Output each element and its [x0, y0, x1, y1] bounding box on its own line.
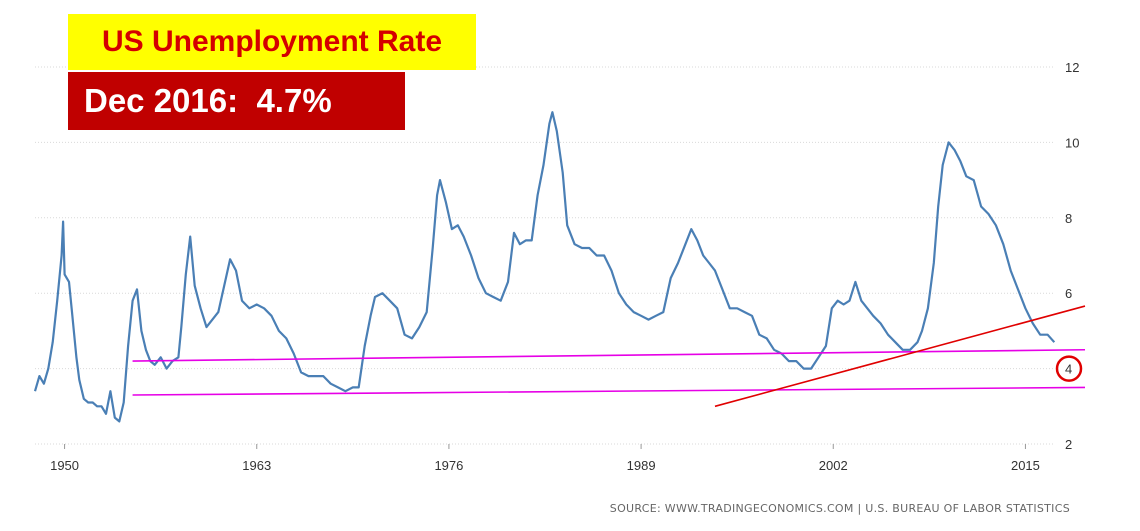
- support-line: [132, 386, 1086, 396]
- grid-lines: [35, 66, 1055, 445]
- x-tick-label: 1989: [627, 458, 656, 473]
- y-axis-ticks: 2 4 6 8 10 12: [1065, 60, 1079, 452]
- trend-line: [714, 305, 1086, 408]
- annotation-lines: [132, 305, 1086, 408]
- title-banner: US Unemployment Rate: [68, 14, 476, 70]
- x-tick-label: 1963: [242, 458, 271, 473]
- chart-subtitle: Dec 2016: 4.7%: [84, 82, 332, 119]
- y-tick-label: 8: [1065, 211, 1072, 226]
- y-tick-label: 6: [1065, 286, 1072, 301]
- support-line: [132, 348, 1086, 362]
- x-axis-ticks: 1950 1963 1976 1989 2002 2015: [50, 444, 1040, 473]
- x-tick-label: 2002: [819, 458, 848, 473]
- y-tick-label: 4: [1065, 362, 1072, 377]
- x-tick-label: 2015: [1011, 458, 1040, 473]
- y-tick-label: 10: [1065, 135, 1079, 150]
- y-tick-label: 2: [1065, 437, 1072, 452]
- highlight-circle: [1055, 355, 1083, 382]
- x-tick-label: 1976: [434, 458, 463, 473]
- chart-title: US Unemployment Rate: [101, 25, 443, 58]
- source-note: SOURCE: WWW.TRADINGECONOMICS.COM | U.S. …: [609, 502, 1070, 515]
- x-tick-label: 1950: [50, 458, 79, 473]
- y-tick-label: 12: [1065, 60, 1079, 75]
- series-line: [33, 111, 1056, 423]
- subtitle-banner: Dec 2016: 4.7%: [68, 72, 405, 130]
